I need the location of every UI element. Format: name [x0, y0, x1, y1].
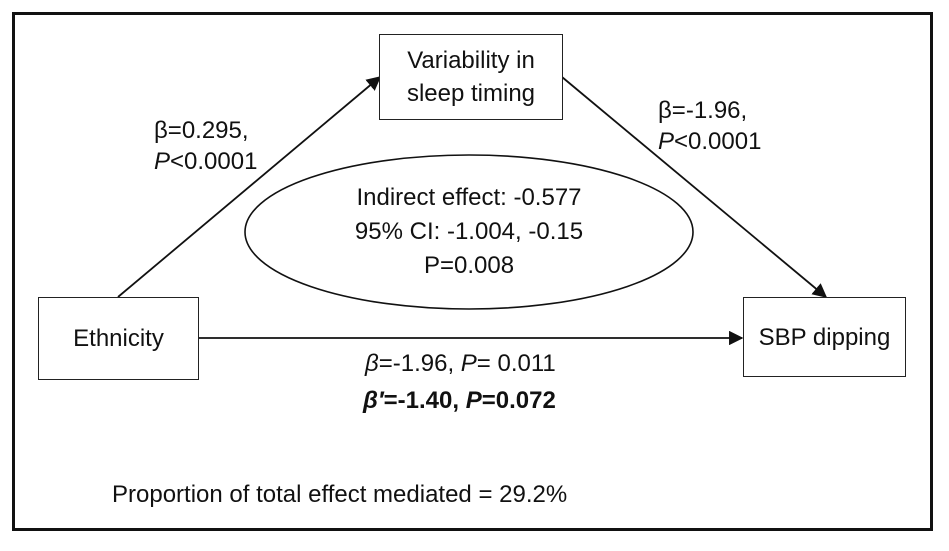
indirect-effect-line1: Indirect effect: -0.577	[356, 184, 582, 211]
path-a-label: β=0.295, P<0.0001	[154, 115, 257, 177]
path-a-p-value: <0.0001	[170, 148, 258, 175]
path-b-label: β=-1.96, P<0.0001	[658, 95, 761, 157]
indirect-effect-text: Indirect effect: -0.577 95% CI: -1.004, …	[244, 181, 694, 283]
node-mediator-line1: Variability in	[407, 47, 535, 74]
path-b-p-symbol: P	[658, 128, 675, 155]
path-a-p-symbol: P	[154, 148, 171, 175]
node-outcome: SBP dipping	[743, 297, 906, 377]
indirect-effect-line2: 95% CI: -1.004, -0.15	[354, 218, 584, 245]
node-exposure: Ethnicity	[38, 297, 199, 380]
path-c-prime-label: β′=-1.40, P=0.072	[363, 385, 556, 416]
path-c-prime-p-symbol: P	[465, 387, 482, 414]
path-c-beta-text: =-1.96,	[378, 350, 461, 377]
path-c-beta-symbol: β	[365, 350, 379, 377]
node-mediator-line2: sleep timing	[406, 80, 536, 107]
node-exposure-label: Ethnicity	[73, 325, 164, 352]
path-b-p-value: <0.0001	[674, 128, 762, 155]
arrow-exposure-to-mediator	[117, 76, 382, 298]
proportion-mediated: Proportion of total effect mediated = 29…	[112, 481, 568, 508]
path-b-p: P<0.0001	[658, 126, 761, 157]
indirect-effect-ellipse	[244, 154, 694, 310]
path-a-beta: β=0.295,	[154, 117, 249, 144]
arrow-mediator-to-outcome	[561, 76, 828, 298]
indirect-effect-line3: P=0.008	[423, 252, 515, 279]
path-c-prime-beta-text: =-1.40,	[383, 387, 466, 414]
path-c-prime-beta-symbol: β′	[363, 387, 384, 414]
path-c-prime-p-text: =0.072	[481, 387, 556, 414]
node-outcome-label: SBP dipping	[758, 323, 891, 351]
node-mediator: Variability in sleep timing	[379, 34, 563, 120]
path-c-p-symbol: P	[460, 350, 477, 377]
path-c-p-text: = 0.011	[476, 350, 556, 377]
path-c-label: β=-1.96, P= 0.011	[365, 348, 556, 379]
path-b-beta: β=-1.96,	[658, 97, 748, 124]
path-a-p: P<0.0001	[154, 146, 257, 177]
